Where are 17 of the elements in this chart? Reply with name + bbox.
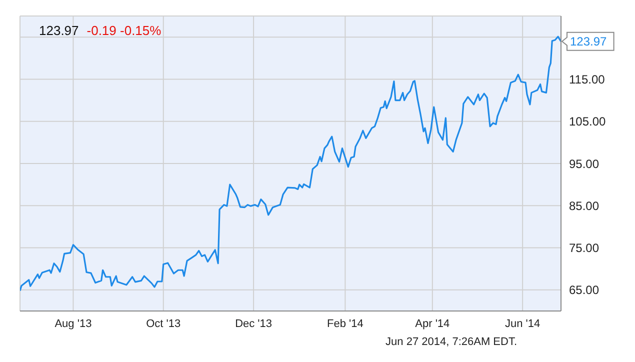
x-tick-label: Oct '13 <box>146 318 181 330</box>
y-tick-label: 105.00 <box>569 114 606 129</box>
x-tick-label: Aug '13 <box>54 318 92 330</box>
text: Jun 27 2014, 7:26AM EDT. <box>386 336 517 348</box>
y-tick-label: 115.00 <box>569 72 606 86</box>
y-tick-label: 85.00 <box>569 198 600 213</box>
y-tick-label: 75.00 <box>569 241 600 256</box>
x-tick-label: Dec '13 <box>235 318 272 330</box>
text: -0.19 -0.15% <box>86 22 162 38</box>
y-tick-label: 65.00 <box>569 283 600 298</box>
text: 123.97 <box>39 22 79 38</box>
x-tick-label: Feb '14 <box>327 318 364 330</box>
x-tick-label: Apr '14 <box>415 318 450 330</box>
x-tick-label: Jun '14 <box>505 318 540 330</box>
line-series <box>20 36 561 292</box>
y-tick-label: 95.00 <box>569 156 600 171</box>
annotation: 123.97 <box>570 34 608 48</box>
